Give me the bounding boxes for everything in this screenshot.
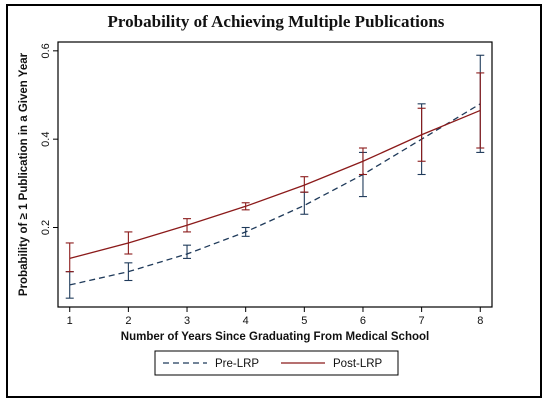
chart-title: Probability of Achieving Multiple Public…	[107, 12, 445, 31]
y-tick-label: 0.2	[40, 220, 52, 235]
series-pre-lrp	[65, 54, 485, 299]
legend: Pre-LRP Post-LRP	[154, 350, 399, 376]
y-tick-label: 0.6	[40, 43, 52, 58]
x-tick-label: 4	[243, 315, 249, 327]
x-tick-label: 3	[184, 315, 190, 327]
plot-area	[57, 41, 493, 308]
y-axis-label: Probability of ≥ 1 Publication in a Give…	[18, 52, 30, 296]
x-tick-label: 7	[419, 315, 425, 327]
series-post-lrp	[65, 72, 485, 273]
x-tick-label: 1	[67, 315, 73, 327]
x-axis-label: Number of Years Since Graduating From Me…	[121, 331, 429, 343]
legend-label-post-lrp: Post-LRP	[333, 358, 383, 370]
x-tick-label: 2	[125, 315, 131, 327]
x-tick-label: 8	[477, 315, 483, 327]
legend-label-pre-lrp: Pre-LRP	[215, 358, 259, 370]
x-tick-label: 5	[301, 315, 307, 327]
figure-frame: Probability of Achieving Multiple Public…	[6, 4, 542, 398]
y-tick-label: 0.4	[40, 132, 52, 147]
series-line-post-lrp	[69, 109, 481, 260]
series-line-pre-lrp	[69, 103, 481, 286]
x-tick-label: 6	[360, 315, 366, 327]
